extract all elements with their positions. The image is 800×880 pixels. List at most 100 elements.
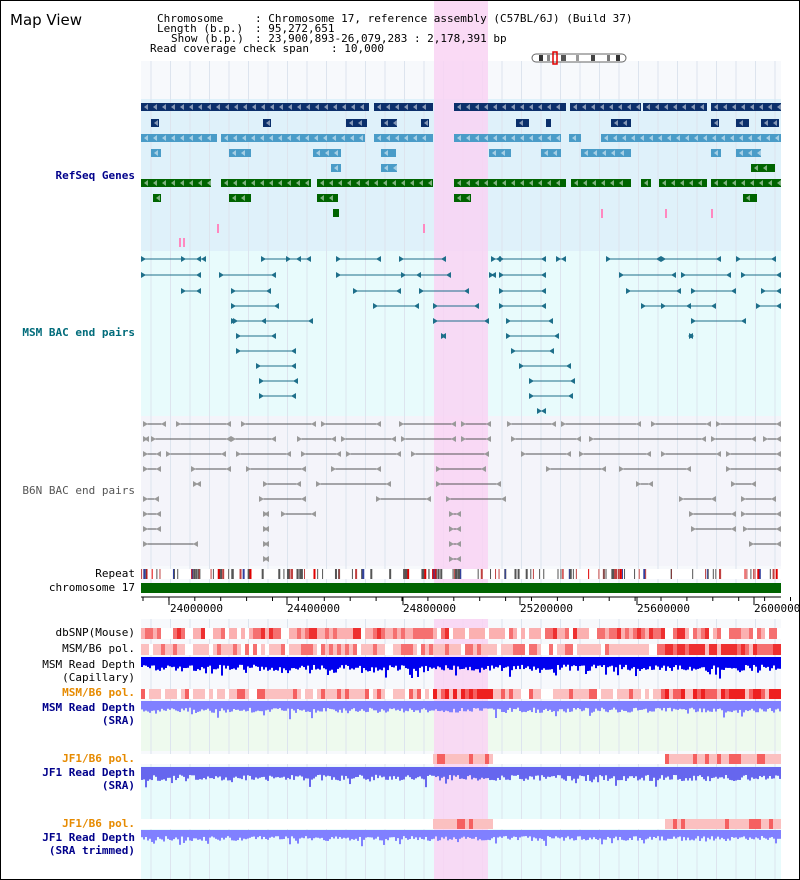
depth-bar xyxy=(577,657,579,671)
repeat-element xyxy=(289,569,291,579)
depth-bar xyxy=(307,830,309,839)
b6n-bac-end xyxy=(711,436,716,442)
depth-bar xyxy=(201,830,203,841)
depth-bar xyxy=(409,657,411,675)
depth-bar xyxy=(611,657,613,666)
depth-bar xyxy=(471,830,473,839)
depth-bar xyxy=(247,701,249,711)
depth-bar xyxy=(303,830,305,839)
depth-bar xyxy=(429,767,431,775)
heat-cell xyxy=(157,644,161,655)
depth-bar xyxy=(187,767,189,779)
msm-bac-end xyxy=(606,256,611,262)
depth-bar xyxy=(213,701,215,713)
depth-bar xyxy=(387,830,389,841)
heat-cell xyxy=(637,689,641,699)
heat-cell xyxy=(693,644,697,655)
track-label-refseq[interactable]: RefSeq Genes xyxy=(55,169,135,182)
depth-bar xyxy=(669,701,671,708)
repeat-element xyxy=(159,569,161,579)
heat-cell xyxy=(161,644,165,655)
refseq-marker xyxy=(217,224,219,233)
heat-cell xyxy=(485,819,489,829)
gene-arrow xyxy=(768,180,772,186)
heat-cell xyxy=(277,644,281,655)
depth-bar xyxy=(443,657,445,671)
depth-bar xyxy=(489,830,491,841)
depth-bar xyxy=(473,657,475,671)
depth-bar xyxy=(511,657,513,671)
msm-bac-end xyxy=(529,393,534,399)
gene-arrow xyxy=(475,104,479,110)
depth-bar xyxy=(445,701,447,711)
depth-bar xyxy=(595,657,597,669)
depth-bar xyxy=(371,767,373,777)
depth-bar xyxy=(777,767,779,776)
heat-cell xyxy=(485,689,489,699)
depth-bar xyxy=(719,830,721,840)
gene-arrow xyxy=(356,180,360,186)
b6n-bac-end xyxy=(436,481,441,487)
msm-bac-end xyxy=(376,256,381,262)
depth-bar xyxy=(671,767,673,780)
heat-cell xyxy=(285,689,289,699)
depth-bar xyxy=(581,657,583,666)
depth-bar xyxy=(705,830,707,842)
msm-bac-end xyxy=(433,318,438,324)
track-label-msm-bac[interactable]: MSM BAC end pairs xyxy=(22,326,135,339)
depth-bar xyxy=(647,657,649,670)
heat-cell xyxy=(493,689,497,699)
depth-bar xyxy=(695,701,697,713)
depth-bar xyxy=(557,830,559,838)
refseq-marker xyxy=(423,224,425,233)
gene-arrow xyxy=(153,135,157,141)
heat-cell xyxy=(273,689,277,699)
depth-bar xyxy=(501,830,503,838)
depth-bar xyxy=(333,657,335,673)
depth-bar xyxy=(511,701,513,712)
depth-bar xyxy=(621,701,623,710)
gene-arrow xyxy=(180,104,184,110)
depth-bar xyxy=(367,701,369,712)
b6n-bac-end xyxy=(156,466,161,472)
depth-bar xyxy=(239,701,241,711)
depth-bar xyxy=(607,657,609,668)
depth-bar xyxy=(507,767,509,780)
depth-bar xyxy=(645,657,647,670)
depth-bar xyxy=(559,767,561,776)
msm-bac-end xyxy=(441,256,446,262)
depth-bar xyxy=(313,767,315,779)
depth-bar xyxy=(307,701,309,712)
depth-bar xyxy=(487,767,489,779)
depth-bar xyxy=(271,657,273,668)
b6n-bac-end xyxy=(546,466,551,472)
depth-bar xyxy=(733,657,735,669)
depth-bar xyxy=(639,701,641,710)
depth-bar xyxy=(333,767,335,778)
gene-arrow xyxy=(553,150,557,156)
depth-bar xyxy=(345,767,347,776)
heat-cell xyxy=(457,689,461,699)
depth-bar xyxy=(333,701,335,710)
heat-cell xyxy=(321,644,325,655)
depth-bar xyxy=(613,767,615,777)
heat-cell xyxy=(317,628,321,639)
heat-cell xyxy=(737,819,741,829)
heat-cell xyxy=(441,628,445,639)
heat-cell xyxy=(645,644,649,655)
b6n-bac-end xyxy=(331,466,336,472)
depth-bar xyxy=(633,767,635,778)
depth-bar xyxy=(541,701,543,713)
depth-bar xyxy=(601,767,603,777)
depth-bar xyxy=(181,830,183,837)
gene-arrow xyxy=(520,135,524,141)
depth-bar xyxy=(533,767,535,780)
msm-bac-end xyxy=(308,318,313,324)
heat-cell xyxy=(153,644,157,655)
track-label-b6n-bac[interactable]: B6N BAC end pairs xyxy=(22,484,135,497)
depth-bar xyxy=(651,830,653,840)
gene-arrow xyxy=(593,150,597,156)
depth-bar xyxy=(207,830,209,844)
depth-bar xyxy=(515,767,517,776)
depth-bar xyxy=(299,657,301,668)
